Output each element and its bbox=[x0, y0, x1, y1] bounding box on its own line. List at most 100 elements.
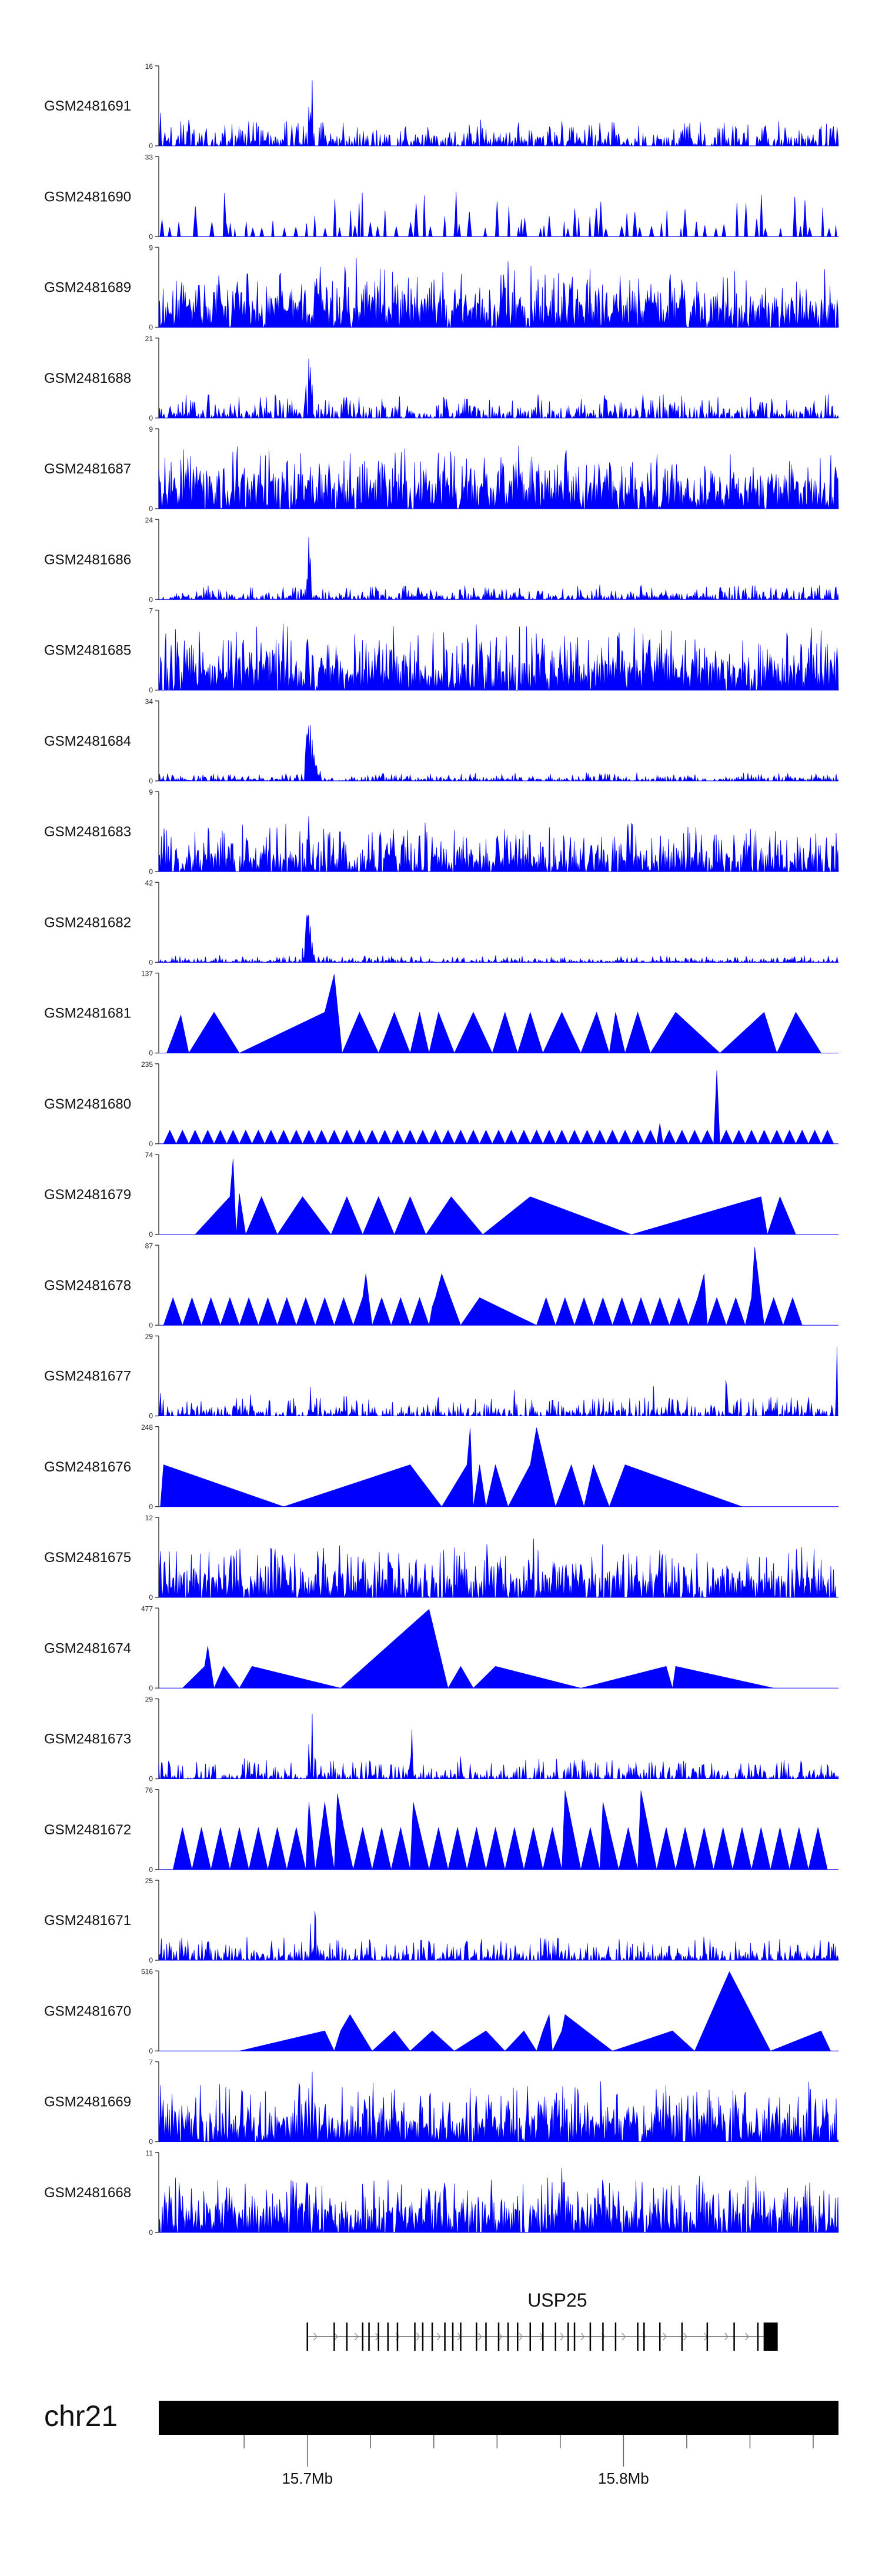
track-GSM2481691: GSM2481691 16 0 bbox=[44, 62, 839, 150]
coverage-area bbox=[158, 1713, 839, 1780]
y-tick-label-min: 0 bbox=[149, 2228, 153, 2237]
exon bbox=[346, 2323, 348, 2351]
track-GSM2481687: GSM2481687 9 0 bbox=[44, 425, 839, 513]
y-tick-label-min: 0 bbox=[149, 1684, 153, 1692]
strand-arrow bbox=[745, 2333, 749, 2341]
exon bbox=[567, 2323, 569, 2351]
track-GSM2481681: GSM2481681 137 0 bbox=[44, 970, 838, 1057]
track-GSM2481679: GSM2481679 74 0 bbox=[44, 1151, 838, 1239]
track-GSM2481689: GSM2481689 9 0 bbox=[44, 244, 839, 332]
y-tick-label-max: 33 bbox=[145, 153, 153, 161]
strand-arrow bbox=[313, 2333, 318, 2341]
track-GSM2481670: GSM2481670 516 0 bbox=[44, 1967, 838, 2055]
y-tick-label-max: 42 bbox=[145, 879, 153, 887]
exon bbox=[422, 2323, 424, 2351]
exon bbox=[614, 2323, 617, 2351]
gene-label: USP25 bbox=[527, 2290, 587, 2311]
strand-arrow bbox=[416, 2333, 420, 2341]
y-tick-label-max: 477 bbox=[141, 1604, 153, 1613]
y-tick-label-min: 0 bbox=[149, 867, 153, 876]
track-GSM2481685: GSM2481685 7 0 bbox=[44, 607, 839, 695]
y-tick-label-max: 235 bbox=[141, 1060, 153, 1069]
track-GSM2481676: GSM2481676 248 0 bbox=[44, 1423, 838, 1511]
track-label: GSM2481670 bbox=[44, 2003, 131, 2019]
coverage-area bbox=[158, 80, 839, 147]
track-GSM2481678: GSM2481678 87 0 bbox=[44, 1242, 838, 1329]
exon bbox=[659, 2323, 661, 2351]
strand-arrow bbox=[334, 2333, 338, 2341]
track-label: GSM2481686 bbox=[44, 552, 131, 568]
y-tick-label-max: 29 bbox=[145, 1333, 153, 1341]
exon bbox=[542, 2323, 544, 2351]
track-GSM2481673: GSM2481673 29 0 bbox=[44, 1696, 839, 1783]
exon bbox=[757, 2323, 759, 2351]
coverage-area bbox=[158, 258, 839, 328]
y-tick-label-min: 0 bbox=[149, 1140, 153, 1148]
y-tick-label-max: 29 bbox=[145, 1696, 153, 1704]
exon bbox=[485, 2323, 487, 2351]
exon bbox=[554, 2323, 557, 2351]
y-tick-label-max: 87 bbox=[145, 1242, 153, 1250]
exon bbox=[396, 2323, 399, 2351]
track-label: GSM2481684 bbox=[44, 733, 131, 749]
y-tick-label-min: 0 bbox=[149, 2047, 153, 2055]
track-label: GSM2481690 bbox=[44, 189, 131, 205]
coverage-area bbox=[195, 1159, 796, 1236]
y-tick-label-max: 9 bbox=[149, 425, 153, 433]
y-tick-label-max: 12 bbox=[145, 1514, 153, 1522]
exon bbox=[529, 2323, 532, 2351]
strand-arrow bbox=[437, 2333, 441, 2341]
track-GSM2481684: GSM2481684 34 0 bbox=[44, 698, 839, 785]
y-tick-label-min: 0 bbox=[149, 1593, 153, 1601]
y-tick-label-max: 76 bbox=[145, 1786, 153, 1794]
exon bbox=[643, 2323, 645, 2351]
y-tick-label-max: 516 bbox=[141, 1967, 153, 1976]
coordinate-label: 15.8Mb bbox=[598, 2470, 649, 2487]
y-tick-label-min: 0 bbox=[149, 777, 153, 785]
track-GSM2481683: GSM2481683 9 0 bbox=[44, 788, 839, 876]
exon bbox=[362, 2323, 364, 2351]
track-label: GSM2481680 bbox=[44, 1096, 131, 1112]
track-label: GSM2481687 bbox=[44, 461, 131, 477]
y-tick-label-min: 0 bbox=[149, 1049, 153, 1057]
track-GSM2481668: GSM2481668 11 0 bbox=[44, 2149, 839, 2237]
strand-arrow bbox=[355, 2333, 359, 2341]
exon bbox=[589, 2323, 592, 2351]
chromosome-bar bbox=[159, 2401, 838, 2435]
y-tick-label-min: 0 bbox=[149, 686, 153, 695]
exon bbox=[763, 2323, 778, 2351]
strand-arrow bbox=[519, 2333, 523, 2341]
track-label: GSM2481675 bbox=[44, 1550, 131, 1566]
track-GSM2481671: GSM2481671 25 0 bbox=[44, 1877, 839, 1964]
exon bbox=[681, 2323, 683, 2351]
y-tick-label-min: 0 bbox=[149, 958, 153, 966]
exon bbox=[431, 2323, 433, 2351]
coverage-area bbox=[163, 1070, 834, 1144]
y-tick-label-min: 0 bbox=[149, 232, 153, 241]
track-GSM2481672: GSM2481672 76 0 bbox=[44, 1786, 838, 1874]
y-tick-label-max: 24 bbox=[145, 516, 153, 524]
track-label: GSM2481678 bbox=[44, 1277, 131, 1293]
exon bbox=[306, 2323, 308, 2351]
gene-model-track: USP25 bbox=[306, 2290, 778, 2351]
exon bbox=[706, 2323, 709, 2351]
y-tick-label-max: 34 bbox=[145, 698, 153, 706]
track-GSM2481674: GSM2481674 477 0 bbox=[44, 1604, 838, 1692]
strand-arrow bbox=[683, 2333, 687, 2341]
track-GSM2481675: GSM2481675 12 0 bbox=[44, 1514, 838, 1601]
exon bbox=[517, 2323, 519, 2351]
exon bbox=[507, 2323, 509, 2351]
chromosome-axis: chr21 15.7Mb 15.8Mb bbox=[44, 2400, 838, 2487]
coverage-tracks: GSM2481691160GSM2481690330GSM248168990GS… bbox=[44, 62, 839, 2237]
track-label: GSM2481683 bbox=[44, 824, 131, 840]
coordinate-label: 15.7Mb bbox=[282, 2470, 333, 2487]
chromosome-label: chr21 bbox=[44, 2400, 118, 2432]
track-label: GSM2481676 bbox=[44, 1459, 131, 1475]
y-tick-label-min: 0 bbox=[149, 142, 153, 150]
track-GSM2481690: GSM2481690 33 0 bbox=[44, 153, 839, 241]
track-label: GSM2481685 bbox=[44, 643, 131, 659]
exon bbox=[602, 2323, 604, 2351]
y-tick-label-min: 0 bbox=[149, 1412, 153, 1420]
y-tick-label-max: 74 bbox=[145, 1151, 153, 1159]
